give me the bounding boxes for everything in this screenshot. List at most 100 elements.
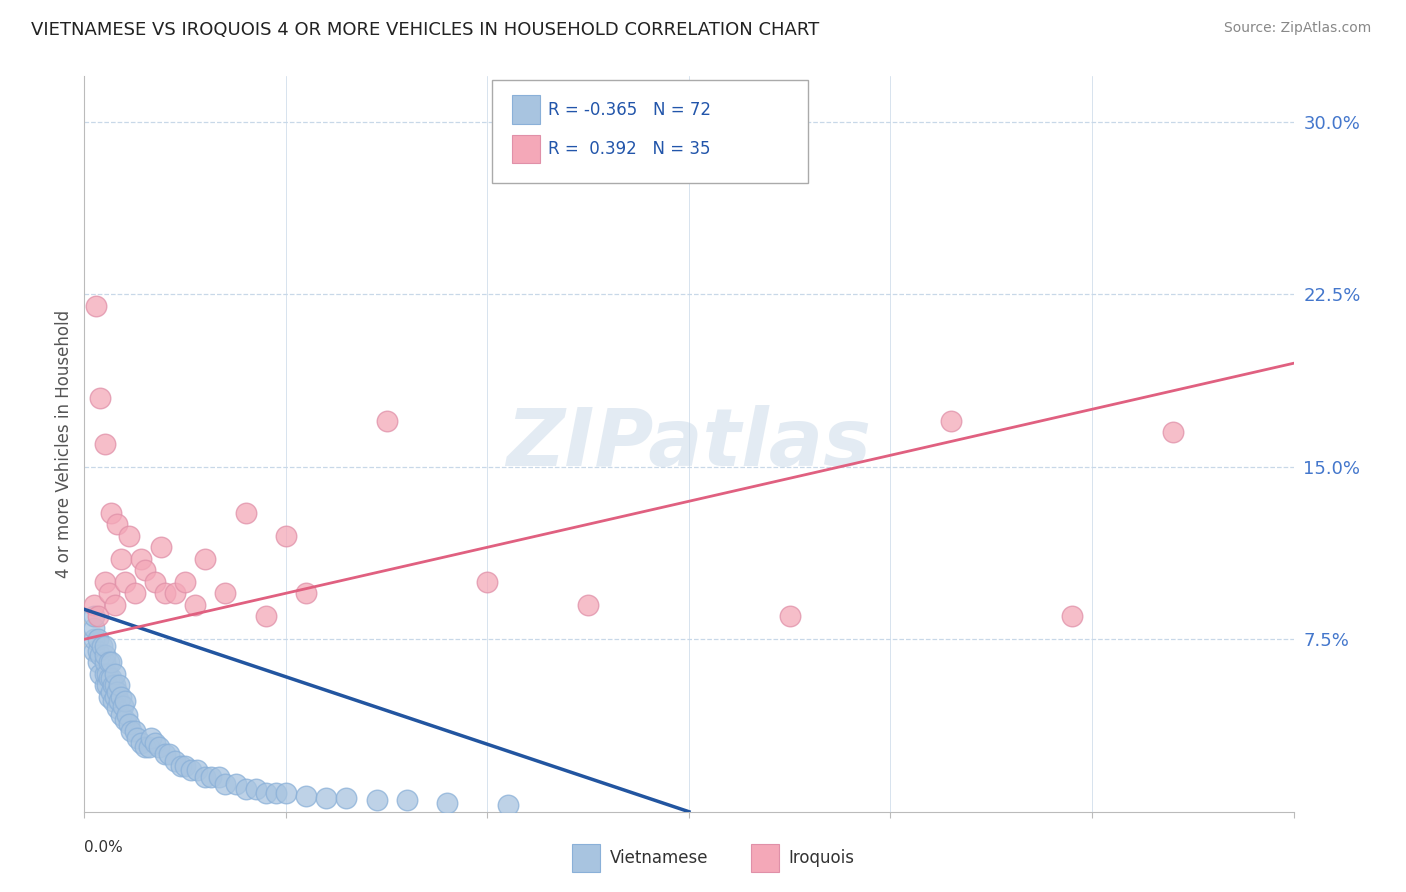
Point xyxy=(104,678,127,692)
Point xyxy=(138,740,160,755)
Point xyxy=(114,574,136,589)
Point xyxy=(375,414,398,428)
Point xyxy=(107,678,129,692)
Point xyxy=(1161,425,1184,440)
Point xyxy=(111,698,134,713)
Point xyxy=(93,648,115,663)
Point xyxy=(105,701,128,715)
Text: Source: ZipAtlas.com: Source: ZipAtlas.com xyxy=(1223,21,1371,35)
Point xyxy=(87,655,110,669)
Point xyxy=(83,621,105,635)
Point xyxy=(110,690,132,704)
Point xyxy=(134,563,156,577)
Point xyxy=(114,694,136,708)
Text: R = -0.365   N = 72: R = -0.365 N = 72 xyxy=(548,101,711,119)
Point xyxy=(104,598,127,612)
Point xyxy=(89,391,111,405)
Point xyxy=(105,685,128,699)
Point xyxy=(274,529,297,543)
Point xyxy=(104,666,127,681)
Point xyxy=(194,551,217,566)
Point xyxy=(104,690,127,704)
Point xyxy=(153,586,176,600)
Point xyxy=(139,731,162,746)
Point xyxy=(129,551,152,566)
Point xyxy=(295,586,318,600)
Point xyxy=(174,758,197,772)
Point xyxy=(496,797,519,812)
Point xyxy=(93,639,115,653)
Point xyxy=(96,678,118,692)
Text: 0.0%: 0.0% xyxy=(84,839,124,855)
Point xyxy=(194,770,217,784)
Point xyxy=(165,754,187,768)
Point xyxy=(101,678,124,692)
Text: VIETNAMESE VS IROQUOIS 4 OR MORE VEHICLES IN HOUSEHOLD CORRELATION CHART: VIETNAMESE VS IROQUOIS 4 OR MORE VEHICLE… xyxy=(31,21,820,38)
Point xyxy=(100,685,122,699)
Point xyxy=(779,609,801,624)
Point xyxy=(125,731,148,746)
Point xyxy=(184,598,207,612)
Point xyxy=(97,655,120,669)
Point xyxy=(96,666,118,681)
Point xyxy=(97,586,120,600)
Point xyxy=(83,632,105,647)
Point xyxy=(107,694,129,708)
Point xyxy=(180,764,202,778)
Point xyxy=(124,586,146,600)
Point xyxy=(87,632,110,647)
Point xyxy=(235,781,257,796)
Point xyxy=(315,791,337,805)
Point xyxy=(87,609,110,624)
Point xyxy=(245,781,267,796)
Point xyxy=(100,671,122,685)
Point xyxy=(214,586,236,600)
Point xyxy=(254,609,277,624)
Point xyxy=(83,644,105,658)
Point xyxy=(83,609,105,624)
Point xyxy=(335,791,357,805)
Point xyxy=(97,690,120,704)
Point xyxy=(101,694,124,708)
Point xyxy=(110,551,132,566)
Point xyxy=(93,666,115,681)
Point xyxy=(295,789,318,803)
Point xyxy=(100,655,122,669)
Point xyxy=(115,708,138,723)
Point xyxy=(100,506,122,520)
Point xyxy=(105,517,128,532)
Point xyxy=(170,758,193,772)
Point xyxy=(165,586,187,600)
Text: ZIPatlas: ZIPatlas xyxy=(506,405,872,483)
Point xyxy=(174,574,197,589)
Text: Vietnamese: Vietnamese xyxy=(610,849,709,867)
Point xyxy=(83,598,105,612)
Point xyxy=(214,777,236,791)
Point xyxy=(93,678,115,692)
Point xyxy=(91,639,114,653)
Point xyxy=(1060,609,1083,624)
Point xyxy=(186,764,208,778)
Point xyxy=(143,574,166,589)
Point xyxy=(200,770,222,784)
Point xyxy=(118,717,141,731)
Point xyxy=(93,655,115,669)
Point xyxy=(235,506,257,520)
Point xyxy=(157,747,180,762)
Text: R =  0.392   N = 35: R = 0.392 N = 35 xyxy=(548,140,711,158)
Point xyxy=(264,786,287,800)
Point xyxy=(86,299,108,313)
Point xyxy=(143,736,166,750)
Point xyxy=(89,666,111,681)
Point xyxy=(149,541,172,555)
Point xyxy=(148,740,170,755)
Point xyxy=(89,648,111,663)
Point xyxy=(93,436,115,450)
Point xyxy=(97,671,120,685)
Point xyxy=(124,724,146,739)
Y-axis label: 4 or more Vehicles in Household: 4 or more Vehicles in Household xyxy=(55,310,73,578)
Text: Iroquois: Iroquois xyxy=(789,849,855,867)
Point xyxy=(208,770,231,784)
Point xyxy=(134,740,156,755)
Point xyxy=(395,793,418,807)
